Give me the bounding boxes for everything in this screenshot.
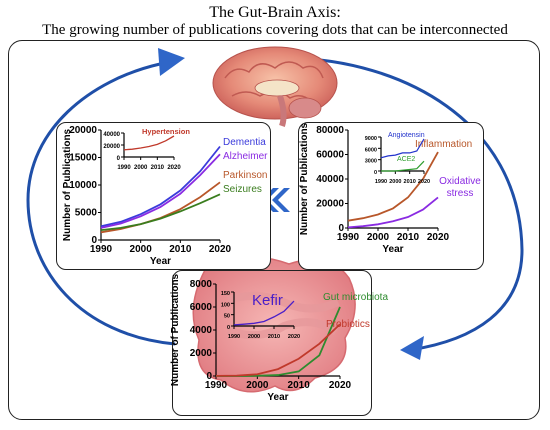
neuro-inset-title: Hypertension bbox=[142, 127, 190, 136]
neuro-x-axis-label: Year bbox=[150, 256, 171, 267]
neuro-inset-x-tick-label: 1990 bbox=[117, 165, 131, 171]
inflammation-inset-angiotensin-label: Angiotensin bbox=[388, 132, 425, 139]
neuro-y-axis-label: Number of Publications bbox=[62, 128, 73, 241]
inflammation-y-tick-label: 80000 bbox=[316, 125, 344, 136]
neuro-x-tick-label: 1990 bbox=[90, 244, 113, 255]
gut-y-tick-label: 6000 bbox=[190, 302, 213, 313]
neuro-series-seizures bbox=[100, 193, 221, 231]
inflammation-x-tick-label: 1990 bbox=[337, 232, 360, 243]
neuro-y-tick-label: 20000 bbox=[69, 125, 97, 136]
gut-series-probiotics bbox=[215, 323, 341, 377]
inflammation-x-axis-label: Year bbox=[382, 244, 403, 255]
gut-y-tick-label: 4000 bbox=[190, 325, 213, 336]
neuro-inset-x-tick-label: 2020 bbox=[167, 165, 181, 171]
gut-inset-x-tick-label: 2020 bbox=[288, 334, 300, 340]
neuro-legend-parkinson: Parkinson bbox=[223, 170, 267, 181]
cycle-arrow-bottom-left bbox=[26, 62, 176, 346]
inflammation-y-tick-label: 0 bbox=[338, 223, 344, 234]
gut-inset-y-tick-label: 100 bbox=[221, 302, 230, 308]
gut-inset-x-tick-label: 1990 bbox=[228, 334, 240, 340]
inflammation-legend-inflammation: Inflammation bbox=[415, 139, 472, 150]
neuro-inset-x-tick-label: 2010 bbox=[151, 165, 165, 171]
neuro-legend-alzheimer: Alzheimer bbox=[223, 151, 268, 162]
gut-inset-title: Kefir bbox=[252, 292, 283, 309]
neuro-legend-dementia: Dementia bbox=[223, 137, 266, 148]
inflammation-series-oxidative-stress bbox=[347, 196, 439, 229]
gut-x-tick-label: 2020 bbox=[329, 380, 352, 391]
cycle-arrow-top-right bbox=[289, 56, 524, 352]
inflammation-inset-ace2-label: ACE2 bbox=[397, 156, 415, 163]
inflammation-x-tick-label: 2000 bbox=[367, 232, 390, 243]
neuro-series-dementia bbox=[100, 145, 221, 228]
gut-x-tick-label: 2010 bbox=[288, 380, 311, 391]
neuro-x-tick-label: 2020 bbox=[209, 244, 232, 255]
gut-y-axis-label: Number of Publications bbox=[170, 273, 181, 386]
gut-legend-gut-microbiota: Gut microbiota bbox=[323, 292, 388, 303]
inflammation-inset-y-tick-label: 3000 bbox=[365, 159, 377, 165]
outer-frame bbox=[8, 40, 540, 420]
inflammation-inset-y-tick-label: 6000 bbox=[365, 147, 377, 153]
inflammation-series-inflammation bbox=[347, 151, 439, 222]
arrow-head-right bbox=[400, 336, 424, 360]
neuro-y-tick-label: 15000 bbox=[69, 153, 97, 164]
gut-y-tick-label: 8000 bbox=[190, 279, 213, 290]
gut-y-tick-label: 2000 bbox=[190, 348, 213, 359]
neuro-inset-y-tick-label: 0 bbox=[117, 156, 121, 162]
neuro-inset-x-tick-label: 2000 bbox=[134, 165, 148, 171]
inflammation-panel bbox=[298, 122, 484, 270]
inflammation-inset-ace2 bbox=[381, 160, 425, 172]
gut-inset-kefir-series bbox=[233, 300, 295, 326]
inflammation-inset-y-tick-label: 9000 bbox=[365, 136, 377, 142]
inflammation-y-tick-label: 60000 bbox=[316, 150, 344, 161]
inflammation-y-tick-label: 40000 bbox=[316, 174, 344, 185]
gut-inset-x-tick-label: 2000 bbox=[248, 334, 260, 340]
gut-y-tick-label: 0 bbox=[206, 371, 212, 382]
inflammation-inset-angiotensin bbox=[380, 138, 425, 159]
neuro-inset-series bbox=[123, 135, 175, 151]
gut-inset-y-tick-label: 0 bbox=[227, 325, 230, 331]
neuro-y-tick-label: 10000 bbox=[69, 180, 97, 191]
neuro-y-tick-label: 5000 bbox=[75, 208, 98, 219]
inflammation-inset-y-tick-label: 0 bbox=[374, 170, 377, 176]
gut-legend-probiotics: Probiotics bbox=[326, 319, 370, 330]
inflammation-inset-x-tick-label: 2010 bbox=[404, 179, 416, 185]
gut-inset-y-tick-label: 50 bbox=[224, 314, 230, 320]
neuro-series-alzheimer bbox=[100, 153, 221, 229]
inflammation-x-tick-label: 2020 bbox=[427, 232, 450, 243]
gut-x-tick-label: 1990 bbox=[205, 380, 228, 391]
gut-inset-y-tick-label: 150 bbox=[221, 291, 230, 297]
neuro-x-tick-label: 2010 bbox=[169, 244, 192, 255]
neuro-inset-y-tick-label: 20000 bbox=[103, 144, 120, 150]
gut-inset-x-tick-label: 2010 bbox=[268, 334, 280, 340]
inflammation-x-tick-label: 2010 bbox=[397, 232, 420, 243]
gut-x-tick-label: 2000 bbox=[246, 380, 269, 391]
inflammation-y-axis-label: Number of Publications bbox=[299, 122, 310, 235]
neuro-legend-seizures: Seizures bbox=[223, 184, 262, 195]
neuro-y-tick-label: 0 bbox=[91, 235, 97, 246]
figure-title: The Gut-Brain Axis: bbox=[209, 4, 341, 21]
brain-illustration bbox=[212, 46, 338, 127]
inflammation-legend-oxidative-1: Oxidative bbox=[439, 176, 481, 187]
gut-panel bbox=[172, 270, 372, 416]
inflammation-inset-x-tick-label: 2020 bbox=[418, 179, 430, 185]
neuro-inset-y-tick-label: 40000 bbox=[103, 132, 120, 138]
arrow-head-left bbox=[158, 48, 185, 76]
inflammation-y-tick-label: 20000 bbox=[316, 199, 344, 210]
inflammation-inset-x-tick-label: 2000 bbox=[389, 179, 401, 185]
inflammation-inset-x-tick-label: 1990 bbox=[375, 179, 387, 185]
figure-subtitle: The growing number of publications cover… bbox=[42, 22, 508, 38]
neuro-panel bbox=[56, 122, 271, 270]
neuro-x-tick-label: 2000 bbox=[130, 244, 153, 255]
inflammation-legend-oxidative-2: stress bbox=[447, 188, 474, 199]
gut-x-axis-label: Year bbox=[267, 392, 288, 403]
